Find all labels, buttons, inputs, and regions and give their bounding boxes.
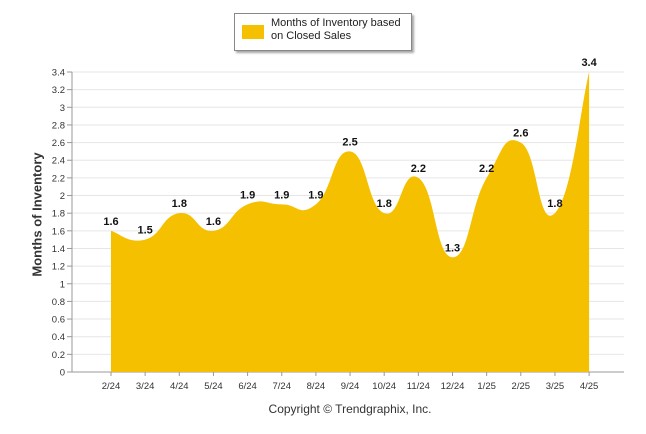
y-tick-label: 1 <box>60 279 65 290</box>
data-label: 2.2 <box>479 163 494 175</box>
data-label: 2.2 <box>411 163 426 175</box>
data-label: 1.8 <box>547 198 562 210</box>
legend-label: Months of Inventory based on Closed Sale… <box>271 17 401 42</box>
x-tick-label: 7/24 <box>273 381 292 392</box>
area-series <box>111 72 590 372</box>
y-tick-label: 0.4 <box>52 332 65 343</box>
data-label: 1.9 <box>240 189 255 201</box>
y-tick-label: 0 <box>60 368 65 379</box>
data-label: 1.6 <box>206 216 221 228</box>
y-axis-label: Months of Inventory <box>29 152 45 277</box>
x-tick-label: 2/24 <box>102 381 121 392</box>
y-tick-label: 2.8 <box>52 120 65 131</box>
legend-swatch <box>242 25 264 39</box>
data-label: 1.3 <box>445 242 460 254</box>
y-tick-label: 0.2 <box>52 350 65 361</box>
data-label: 2.6 <box>513 128 528 140</box>
y-tick-label: 2 <box>60 191 65 202</box>
legend: Months of Inventory based on Closed Sale… <box>234 13 412 51</box>
x-tick-label: 8/24 <box>307 381 326 392</box>
y-tick-label: 1.8 <box>52 209 65 220</box>
x-tick-label: 6/24 <box>238 381 257 392</box>
data-label: 2.5 <box>342 136 357 148</box>
y-tick-label: 1.4 <box>52 244 65 255</box>
y-tick-label: 3 <box>60 103 65 114</box>
y-tick-label: 1.2 <box>52 262 65 273</box>
y-tick-label: 3.2 <box>52 85 65 96</box>
data-label: 1.6 <box>103 216 118 228</box>
x-tick-label: 4/24 <box>170 381 189 392</box>
data-label: 1.5 <box>138 225 153 237</box>
y-tick-label: 3.4 <box>52 68 65 79</box>
y-tick-label: 2.6 <box>52 138 65 149</box>
x-tick-label: 4/25 <box>580 381 599 392</box>
x-tick-label: 2/25 <box>512 381 531 392</box>
x-tick-label: 11/24 <box>407 381 430 392</box>
x-tick-label: 3/25 <box>546 381 565 392</box>
data-label: 1.9 <box>308 189 323 201</box>
x-tick-label: 5/24 <box>204 381 223 392</box>
x-tick-label: 12/24 <box>441 381 465 392</box>
copyright-text: Copyright © Trendgraphix, Inc. <box>268 402 432 416</box>
y-tick-label: 0.8 <box>52 297 65 308</box>
y-tick-label: 2.4 <box>52 156 65 167</box>
y-tick-label: 1.6 <box>52 226 65 237</box>
x-tick-label: 10/24 <box>372 381 396 392</box>
y-tick-label: 0.6 <box>52 315 65 326</box>
y-tick-label: 2.2 <box>52 173 65 184</box>
data-label: 3.4 <box>581 57 597 69</box>
data-label: 1.9 <box>274 189 289 201</box>
data-label: 1.8 <box>377 198 392 210</box>
x-tick-label: 9/24 <box>341 381 360 392</box>
data-label: 1.8 <box>172 198 187 210</box>
x-tick-label: 3/24 <box>136 381 155 392</box>
x-tick-label: 1/25 <box>477 381 496 392</box>
